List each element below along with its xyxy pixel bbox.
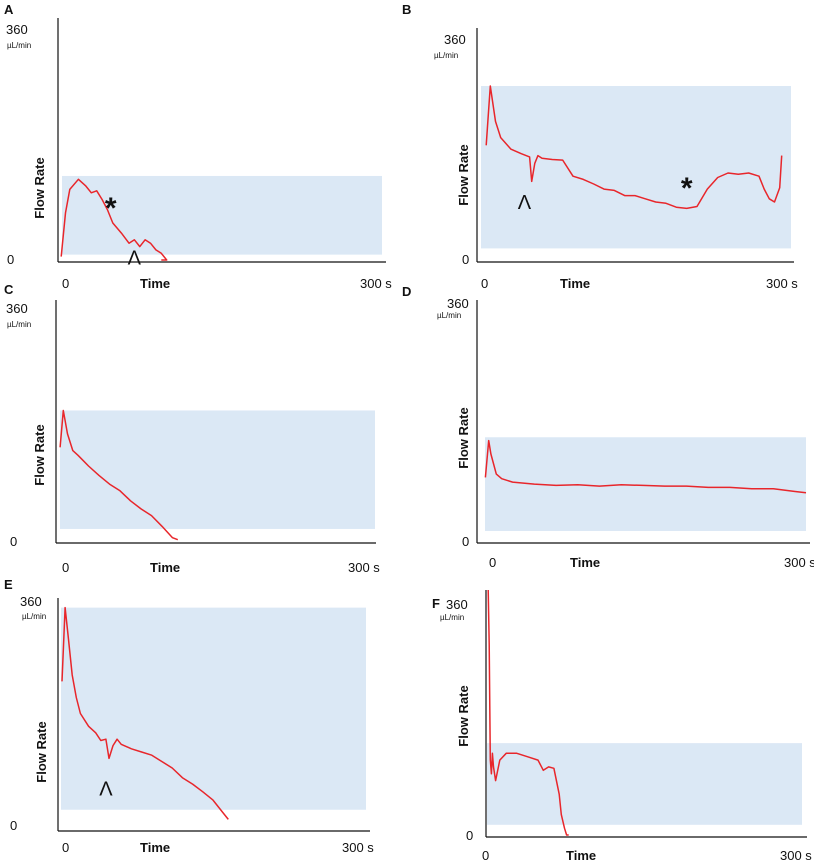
panel-c-flow-rate-line — [59, 409, 179, 541]
panel-d-y-axis-title: Flow Rate — [456, 407, 471, 468]
panel-b-y-zero-label: 0 — [462, 252, 469, 267]
panel-a-y-zero-label: 0 — [7, 252, 14, 267]
panel-d-flow-rate-line — [484, 439, 807, 494]
panel-d-letter: D — [402, 284, 411, 299]
panel-d-y-zero-label: 0 — [462, 534, 469, 549]
panel-d-x-axis-title: Time — [570, 555, 600, 570]
panel-a-y-unit-label: µL/min — [7, 41, 31, 50]
panel-c: C 360 µL/min 0 0 300 s Time Flow Rate — [4, 282, 380, 575]
panel-e-normal-range-band — [61, 607, 366, 810]
panel-f-y-axis-title: Flow Rate — [456, 685, 471, 746]
panel-b-normal-range-band — [481, 86, 791, 249]
panel-b-y-unit-label: µL/min — [434, 51, 458, 60]
panel-b-y-top-label: 360 — [444, 32, 466, 47]
panel-a-asterisk-marker: * — [105, 192, 117, 225]
panel-a-caret-marker: Λ — [128, 248, 142, 270]
panel-e-flow-rate-line — [61, 606, 229, 820]
panel-e: E 360 µL/min 0 0 300 s Time Flow Rate Λ — [4, 577, 374, 855]
panel-b-caret-marker: Λ — [518, 192, 532, 214]
panel-b-flow-rate-line — [485, 85, 783, 210]
panel-b-y-axis-title: Flow Rate — [456, 144, 471, 205]
panel-e-x-end-label: 300 s — [342, 840, 374, 855]
panel-e-y-axis-title: Flow Rate — [34, 721, 49, 782]
panel-d-y-unit-label: µL/min — [437, 311, 461, 320]
panel-e-x-start-label: 0 — [62, 840, 69, 855]
panel-a-flow-rate-line — [60, 178, 168, 261]
panel-c-y-zero-label: 0 — [10, 534, 17, 549]
panel-f-x-end-label: 300 s — [780, 848, 812, 863]
panel-f-y-top-label: 360 — [446, 597, 468, 612]
panel-c-x-end-label: 300 s — [348, 560, 380, 575]
panel-c-normal-range-band — [60, 410, 375, 529]
panel-a-normal-range-band — [62, 175, 382, 255]
panel-f-y-unit-label: µL/min — [440, 613, 464, 622]
panel-d-x-end-label: 300 s — [784, 555, 814, 570]
panel-a-x-start-label: 0 — [62, 276, 69, 291]
panel-d-y-top-label: 360 — [447, 296, 469, 311]
panel-f-x-start-label: 0 — [482, 848, 489, 863]
panel-f-normal-range-band — [487, 743, 802, 825]
panel-f-letter: F — [432, 596, 440, 611]
panel-f-x-axis-title: Time — [566, 848, 596, 863]
panel-f-y-zero-label: 0 — [466, 828, 473, 843]
panel-c-letter: C — [4, 282, 14, 297]
panel-c-x-start-label: 0 — [62, 560, 69, 575]
panel-b-letter: B — [402, 2, 411, 17]
panel-a-letter: A — [4, 2, 14, 17]
panel-a: A 360 µL/min 0 0 300 s Time Flow Rate * Λ — [4, 2, 392, 291]
panel-a-y-axis-title: Flow Rate — [32, 157, 47, 218]
panel-c-y-axis-title: Flow Rate — [32, 424, 47, 485]
panel-e-y-top-label: 360 — [20, 594, 42, 609]
panel-c-y-unit-label: µL/min — [7, 320, 31, 329]
panel-e-x-axis-title: Time — [140, 840, 170, 855]
panel-e-caret-marker: Λ — [99, 778, 113, 800]
panel-c-y-top-label: 360 — [6, 301, 28, 316]
panel-b: B 360 µL/min 00 300 s Time Flow Rate * Λ — [402, 2, 798, 291]
panel-b-x-start-label: 0 — [481, 276, 488, 291]
panel-a-y-top-label: 360 — [6, 22, 28, 37]
panel-e-y-zero-label: 0 — [10, 818, 17, 833]
panel-b-x-end-label: 300 s — [766, 276, 798, 291]
panel-e-letter: E — [4, 577, 13, 592]
panel-d-x-start-label: 0 — [489, 555, 496, 570]
panel-f-flow-rate-line — [487, 589, 569, 836]
panel-a-x-end-label: 300 s — [360, 276, 392, 291]
panel-b-x-axis-title: Time — [560, 276, 590, 291]
panel-b-asterisk-marker: * — [681, 172, 693, 205]
panel-a-x-axis-title: Time — [140, 276, 170, 291]
panel-e-y-unit-label: µL/min — [22, 612, 46, 621]
panel-c-x-axis-title: Time — [150, 560, 180, 575]
